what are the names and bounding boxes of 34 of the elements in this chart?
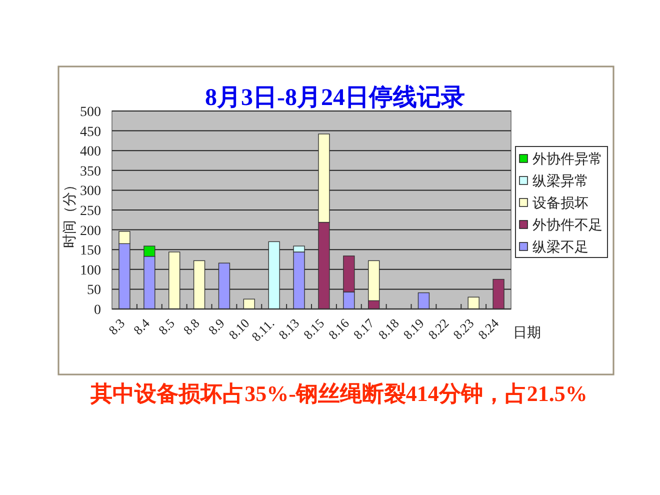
legend-label: 纵梁不足 xyxy=(532,240,588,256)
x-tick-label: 8.17 xyxy=(350,315,378,342)
x-tick-label: 8.16 xyxy=(325,315,352,342)
legend-label: 设备损坏 xyxy=(532,196,588,212)
y-tick-label: 350 xyxy=(80,164,101,180)
x-tick-label: 8.19 xyxy=(400,316,427,342)
chart-title: 8月3日-8月24日停线记录 xyxy=(205,84,465,111)
y-tick-label: 50 xyxy=(87,283,101,298)
x-tick-label: 8.23 xyxy=(450,316,477,342)
y-tick-label: 100 xyxy=(80,263,101,278)
y-tick-label: 0 xyxy=(94,303,101,318)
x-tick-label: 8.9 xyxy=(205,316,228,338)
x-tick-label: 8.18 xyxy=(375,316,402,342)
x-tick-label: 8.24 xyxy=(474,315,502,342)
x-tick-label: 8.22 xyxy=(425,316,452,342)
x-tick-label: 8.4 xyxy=(130,315,153,338)
y-axis-title: 时间（分） xyxy=(62,178,78,248)
y-tick-label: 250 xyxy=(80,204,101,219)
y-tick-label: 150 xyxy=(80,244,101,259)
x-axis-title: 日期 xyxy=(513,325,541,341)
x-tick-label: 8.8 xyxy=(180,316,202,338)
y-tick-label: 300 xyxy=(80,184,101,200)
text: 其中设备损坏占35%-钢丝绳断裂414分钟，占21.5% xyxy=(90,381,588,406)
y-tick-label: 500 xyxy=(80,105,101,120)
x-tick-label: 8.5 xyxy=(155,316,178,338)
y-tick-label: 400 xyxy=(80,144,101,160)
x-tick-label: 8.13 xyxy=(275,316,302,342)
x-tick-label: 8.3 xyxy=(105,316,128,338)
legend-label: 纵梁异常 xyxy=(532,174,588,190)
y-tick-label: 200 xyxy=(80,224,101,239)
legend-label: 外协件不足 xyxy=(532,218,602,234)
y-tick-label: 450 xyxy=(80,124,101,140)
x-tick-label: 8.15 xyxy=(300,316,328,342)
legend-label: 外协件异常 xyxy=(532,152,602,168)
